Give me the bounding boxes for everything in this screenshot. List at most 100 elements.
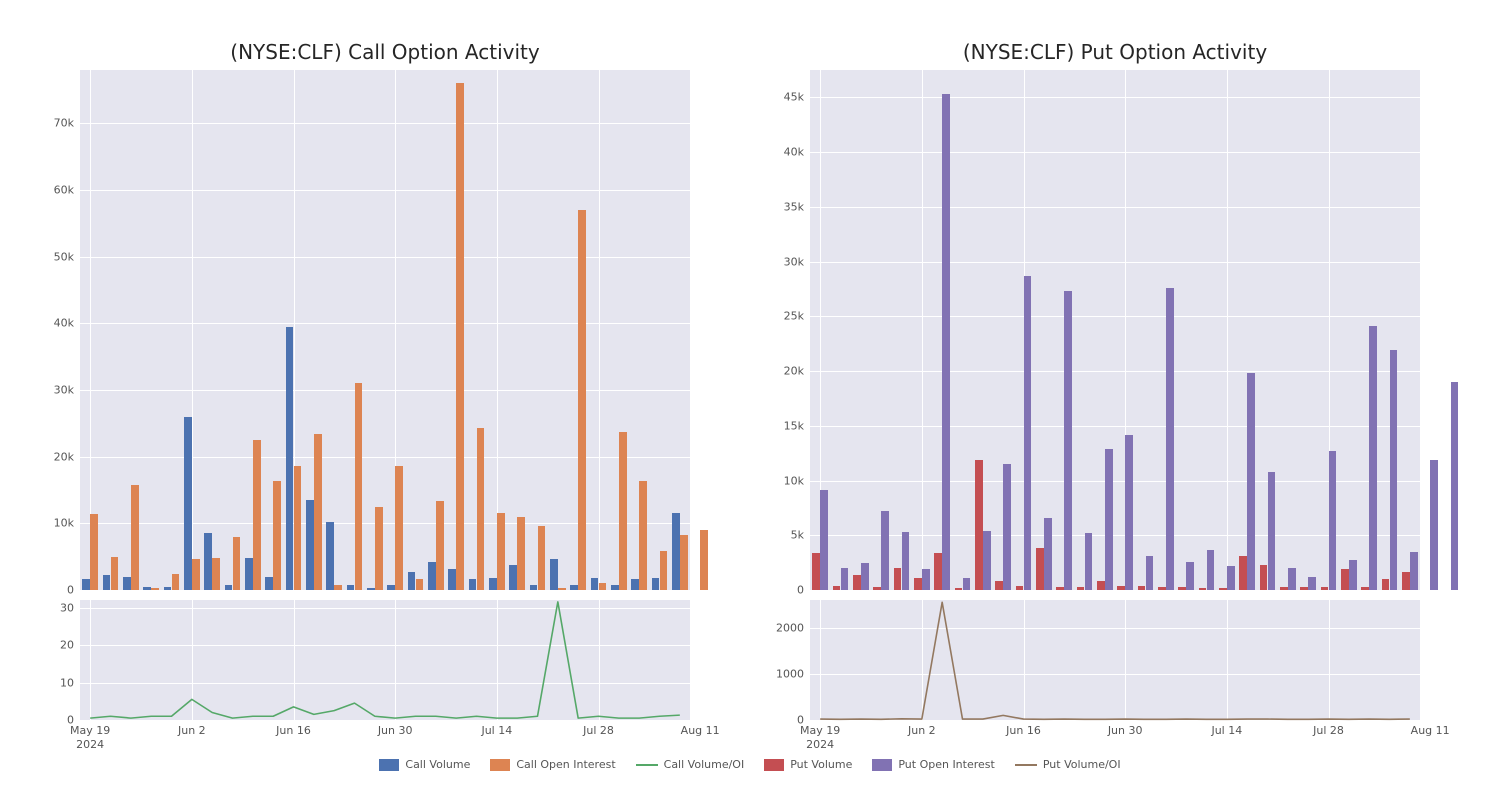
call_ratio-line xyxy=(80,600,690,720)
call_oi-bar xyxy=(578,210,586,590)
y-tick-label: 30k xyxy=(54,384,80,397)
call_volume-bar xyxy=(530,585,538,590)
call_volume-bar xyxy=(306,500,314,590)
put_oi-bar xyxy=(1105,449,1113,590)
call_volume-bar xyxy=(164,587,172,590)
call_oi-bar xyxy=(599,583,607,590)
call_volume-bar xyxy=(469,579,477,590)
legend-label: Put Volume xyxy=(790,758,852,771)
put_oi-bar xyxy=(1125,435,1133,590)
call_volume-bar xyxy=(550,559,558,590)
put_oi-bar xyxy=(1390,350,1398,590)
call_oi-bar xyxy=(314,434,322,590)
legend-label: Call Open Interest xyxy=(516,758,615,771)
y-tick-label: 20k xyxy=(784,365,810,378)
call_oi-bar xyxy=(395,466,403,590)
put_volume-bar xyxy=(1402,572,1410,590)
legend-label: Put Volume/OI xyxy=(1043,758,1121,771)
call_oi-bar xyxy=(294,466,302,590)
call_volume-bar xyxy=(123,577,131,590)
y-tick-label: 5k xyxy=(791,529,810,542)
y-tick-label: 2000 xyxy=(776,621,810,634)
put_oi-bar xyxy=(1349,560,1357,590)
put_volume-bar xyxy=(1097,581,1105,590)
gridline xyxy=(700,600,701,720)
legend-item: Put Volume/OI xyxy=(1015,758,1121,771)
put_volume-bar xyxy=(1280,587,1288,590)
left-top-bar-panel: 010k20k30k40k50k60k70k xyxy=(80,70,690,590)
put_volume-bar xyxy=(1382,579,1390,590)
call_oi-bar xyxy=(558,588,566,590)
put_oi-bar xyxy=(1146,556,1154,590)
call_volume-bar xyxy=(591,578,599,590)
call_volume-bar xyxy=(326,522,334,590)
left-bottom-line-panel: 0102030May 192024Jun 2Jun 16Jun 30Jul 14… xyxy=(80,600,690,720)
combined-legend: Call VolumeCall Open InterestCall Volume… xyxy=(0,758,1500,771)
put_oi-bar xyxy=(1451,382,1459,590)
x-tick-label: Jun 16 xyxy=(1006,720,1041,737)
call_oi-bar xyxy=(700,530,708,590)
left-chart-title: (NYSE:CLF) Call Option Activity xyxy=(80,40,690,64)
call_volume-bar xyxy=(509,565,517,590)
call_oi-bar xyxy=(660,551,668,590)
call_oi-bar xyxy=(619,432,627,590)
x-tick-label: Jul 14 xyxy=(1211,720,1242,737)
call_oi-bar xyxy=(517,517,525,590)
y-tick-label: 60k xyxy=(54,184,80,197)
legend-swatch-rect xyxy=(379,759,399,771)
call_volume-bar xyxy=(184,417,192,590)
put_oi-bar xyxy=(1308,577,1316,590)
y-tick-label: 0 xyxy=(797,584,810,597)
gridline xyxy=(1227,70,1228,590)
x-tick-label: Jun 2 xyxy=(908,720,936,737)
call_oi-bar xyxy=(375,507,383,590)
y-tick-label: 70k xyxy=(54,117,80,130)
gridline xyxy=(922,70,923,590)
y-tick-label: 45k xyxy=(784,91,810,104)
y-tick-label: 30 xyxy=(60,601,80,614)
legend-item: Call Volume xyxy=(379,758,470,771)
call_volume-bar xyxy=(245,558,253,590)
y-tick-label: 10 xyxy=(60,676,80,689)
put_oi-bar xyxy=(1410,552,1418,590)
call_volume-bar xyxy=(204,533,212,590)
y-tick-label: 40k xyxy=(784,146,810,159)
put_volume-bar xyxy=(1260,565,1268,590)
call_oi-bar xyxy=(497,513,505,590)
put_volume-bar xyxy=(1077,587,1085,590)
put_oi-bar xyxy=(1207,550,1215,591)
call_volume-bar xyxy=(387,585,395,590)
put_volume-bar xyxy=(1239,556,1247,590)
put_volume-bar xyxy=(914,578,922,590)
put_ratio-line xyxy=(810,600,1420,720)
put_volume-bar xyxy=(955,588,963,590)
y-tick-label: 25k xyxy=(784,310,810,323)
call_oi-bar xyxy=(538,526,546,590)
legend-item: Call Open Interest xyxy=(490,758,615,771)
call_oi-bar xyxy=(192,559,200,590)
call_oi-bar xyxy=(273,481,281,590)
y-tick-label: 1000 xyxy=(776,667,810,680)
legend-swatch-line xyxy=(636,764,658,766)
gridline xyxy=(810,590,1420,591)
gridline xyxy=(80,590,690,591)
put_oi-bar xyxy=(1288,568,1296,590)
put_oi-bar xyxy=(881,511,889,590)
x-tick-label: Jun 30 xyxy=(378,720,413,737)
call_volume-bar xyxy=(672,513,680,590)
call_volume-bar xyxy=(489,578,497,590)
put_volume-bar xyxy=(1300,587,1308,590)
gridline xyxy=(90,70,91,590)
x-tick-label: Jun 16 xyxy=(276,720,311,737)
call_volume-bar xyxy=(652,578,660,590)
call_oi-bar xyxy=(111,557,119,590)
y-tick-label: 50k xyxy=(54,250,80,263)
call_volume-bar xyxy=(367,588,375,590)
call_volume-bar xyxy=(428,562,436,590)
call_oi-bar xyxy=(477,428,485,590)
put_volume-bar xyxy=(934,553,942,590)
call_oi-bar xyxy=(233,537,241,590)
y-tick-label: 20k xyxy=(54,450,80,463)
x-tick-label: Aug 11 xyxy=(1411,720,1450,737)
put_oi-bar xyxy=(1085,533,1093,590)
